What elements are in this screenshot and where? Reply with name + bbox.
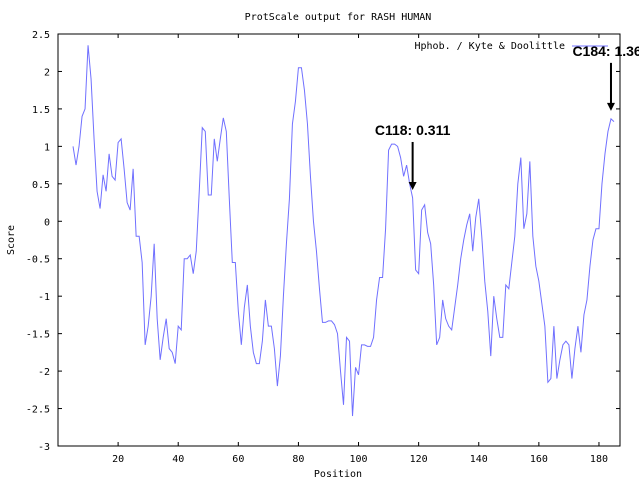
plot-frame <box>57 33 621 447</box>
y-tick-label: -2.5 <box>26 405 50 416</box>
legend-label: Hphob. / Kyte & Doolittle <box>414 41 565 52</box>
x-tick-label: 120 <box>410 454 428 465</box>
y-axis-label: Score <box>6 225 17 255</box>
y-tick-label: 2 <box>44 67 50 78</box>
y-tick-label: 1 <box>44 142 50 153</box>
x-tick-label: 160 <box>530 454 548 465</box>
y-tick-label: -3 <box>38 442 50 453</box>
x-tick-label: 140 <box>470 454 488 465</box>
x-tick-label: 80 <box>292 454 304 465</box>
chart-title: ProtScale output for RASH HUMAN <box>245 12 432 23</box>
y-tick-label: 0 <box>44 217 50 228</box>
annotation-arrowhead <box>408 181 417 190</box>
y-tick-label: 2.5 <box>32 30 50 41</box>
annotation-arrowhead <box>606 102 615 111</box>
x-tick-label: 60 <box>232 454 244 465</box>
y-tick-label: -1.5 <box>26 330 50 341</box>
y-tick-label: 1.5 <box>32 105 50 116</box>
x-tick-label: 20 <box>112 454 124 465</box>
x-tick-label: 180 <box>590 454 608 465</box>
y-tick-label: 0.5 <box>32 180 50 191</box>
x-tick-label: 40 <box>172 454 184 465</box>
x-tick-label: 100 <box>350 454 368 465</box>
annotation: C118: 0.311 <box>375 122 451 138</box>
y-tick-label: -0.5 <box>26 255 50 266</box>
y-tick-label: -2 <box>38 367 50 378</box>
data-line <box>72 45 615 417</box>
x-axis-label: Position <box>314 469 362 480</box>
annotation: C184: 1.367 <box>572 43 639 59</box>
y-tick-label: -1 <box>38 292 50 303</box>
